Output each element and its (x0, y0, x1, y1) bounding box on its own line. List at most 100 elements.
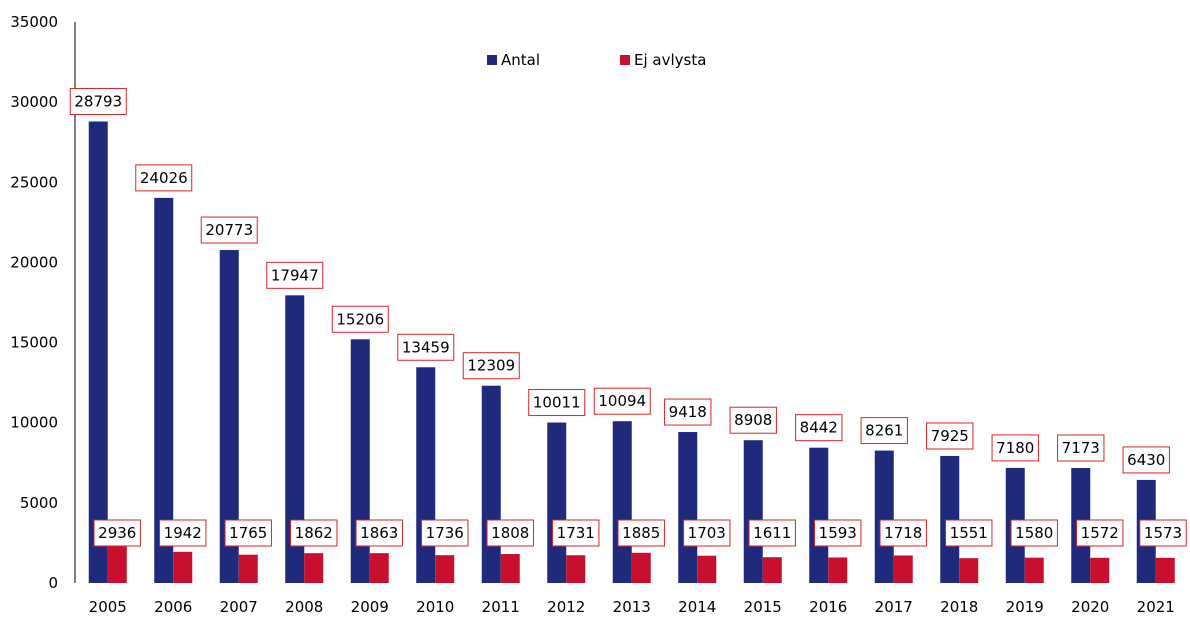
data-label: 15206 (336, 310, 384, 328)
legend: Antal Ej avlysta (487, 51, 706, 69)
data-label: 1808 (491, 524, 529, 542)
data-label: 1863 (360, 524, 398, 542)
y-axis-ticks: 0 5000 10000 15000 20000 25000 30000 35000 (10, 13, 58, 592)
legend-label-ej-avlysta: Ej avlysta (634, 51, 706, 69)
data-label-box (926, 422, 974, 450)
bar-ej-avlysta (893, 555, 913, 583)
data-label: 1862 (295, 524, 333, 542)
bar-ej-avlysta (304, 553, 324, 583)
bar-antal (874, 450, 894, 583)
data-label: 1593 (819, 524, 857, 542)
data-label: 1573 (1144, 524, 1182, 542)
data-label-box (355, 519, 403, 547)
x-tick-label: 2016 (809, 598, 847, 616)
data-label-box (879, 519, 927, 547)
bar-antal (940, 455, 960, 583)
data-label: 9418 (669, 403, 707, 421)
data-label-box (1122, 446, 1170, 474)
data-label: 8442 (800, 419, 838, 437)
y-tick-label: 5000 (20, 494, 58, 512)
data-label-box (617, 519, 665, 547)
data-label-box (748, 519, 796, 547)
data-label: 1736 (426, 524, 464, 542)
bar-ej-avlysta (828, 557, 848, 583)
data-label: 10094 (598, 392, 646, 410)
data-label: 10011 (533, 394, 581, 412)
x-tick-label: 2011 (482, 598, 520, 616)
bar-antal (809, 447, 829, 583)
data-label-box (683, 519, 731, 547)
data-labels: 28793 2936 24026 1942 20773 1765 17947 1862 1520… (69, 87, 1187, 547)
data-label-box (528, 389, 586, 417)
x-tick-label: 2021 (1137, 598, 1175, 616)
bar-ej-avlysta (1090, 557, 1110, 583)
data-label-box (331, 305, 389, 333)
y-tick-label: 10000 (10, 414, 58, 432)
data-label: 7173 (1062, 439, 1100, 457)
data-label: 6430 (1127, 451, 1165, 469)
bar-antal (154, 197, 174, 584)
data-label-box (593, 387, 651, 415)
data-label: 12309 (467, 357, 515, 375)
x-tick-label: 2019 (1006, 598, 1044, 616)
data-label: 1572 (1081, 524, 1119, 542)
bar-antal (547, 422, 567, 583)
bar-ej-avlysta (1155, 557, 1175, 583)
data-label-box (664, 398, 712, 426)
data-label: 1885 (622, 524, 660, 542)
bar-antal (743, 440, 763, 583)
data-label-box (397, 333, 455, 361)
bar-ej-avlysta (631, 552, 651, 583)
x-tick-label: 2018 (940, 598, 978, 616)
bar-ej-avlysta (435, 555, 455, 583)
data-label-box (224, 519, 272, 547)
y-tick-label: 0 (48, 574, 58, 592)
data-label: 17947 (271, 266, 319, 284)
bar-antal (612, 421, 632, 583)
x-tick-label: 2017 (875, 598, 913, 616)
bar-antal (678, 432, 698, 583)
bar-ej-avlysta (173, 551, 193, 583)
bar-antal (481, 385, 501, 583)
x-tick-label: 2007 (220, 598, 258, 616)
legend-label-antal: Antal (501, 51, 540, 69)
bar-ej-avlysta (959, 558, 979, 583)
data-label-box (814, 519, 862, 547)
data-label: 1731 (557, 524, 595, 542)
x-tick-label: 2012 (547, 598, 585, 616)
data-label: 8908 (734, 411, 772, 429)
data-label: 24026 (140, 169, 188, 187)
data-label-box (991, 434, 1039, 462)
data-label: 20773 (205, 221, 253, 239)
y-tick-label: 20000 (10, 253, 58, 271)
x-tick-label: 2014 (678, 598, 716, 616)
x-tick-label: 2008 (285, 598, 323, 616)
data-label-box (200, 216, 258, 244)
data-label: 13459 (402, 338, 450, 356)
data-label: 28793 (74, 92, 122, 110)
legend-swatch-antal (487, 55, 497, 65)
bar-antal (416, 367, 436, 583)
data-label: 2936 (98, 524, 136, 542)
bar-antal (285, 295, 305, 583)
x-tick-label: 2006 (154, 598, 192, 616)
bar-antal (88, 121, 108, 583)
bar-ej-avlysta (238, 554, 258, 583)
data-label-box (1057, 434, 1105, 462)
data-label: 1580 (1015, 524, 1053, 542)
data-label-box (1139, 519, 1187, 547)
y-tick-label: 25000 (10, 173, 58, 191)
bar-ej-avlysta (1024, 557, 1044, 583)
data-label: 1765 (229, 524, 267, 542)
x-tick-label: 2020 (1071, 598, 1109, 616)
data-label-box (69, 87, 127, 115)
x-axis-ticks: 2005 2006 2007 2008 2009 2010 2011 2012 2013 2014… (89, 598, 1175, 616)
data-label-box (860, 417, 908, 445)
y-tick-label: 30000 (10, 93, 58, 111)
bar-antal (219, 250, 239, 583)
data-label-box (462, 352, 520, 380)
y-tick-label: 35000 (10, 13, 58, 31)
data-label-box (1010, 519, 1058, 547)
data-label-box (795, 414, 843, 442)
